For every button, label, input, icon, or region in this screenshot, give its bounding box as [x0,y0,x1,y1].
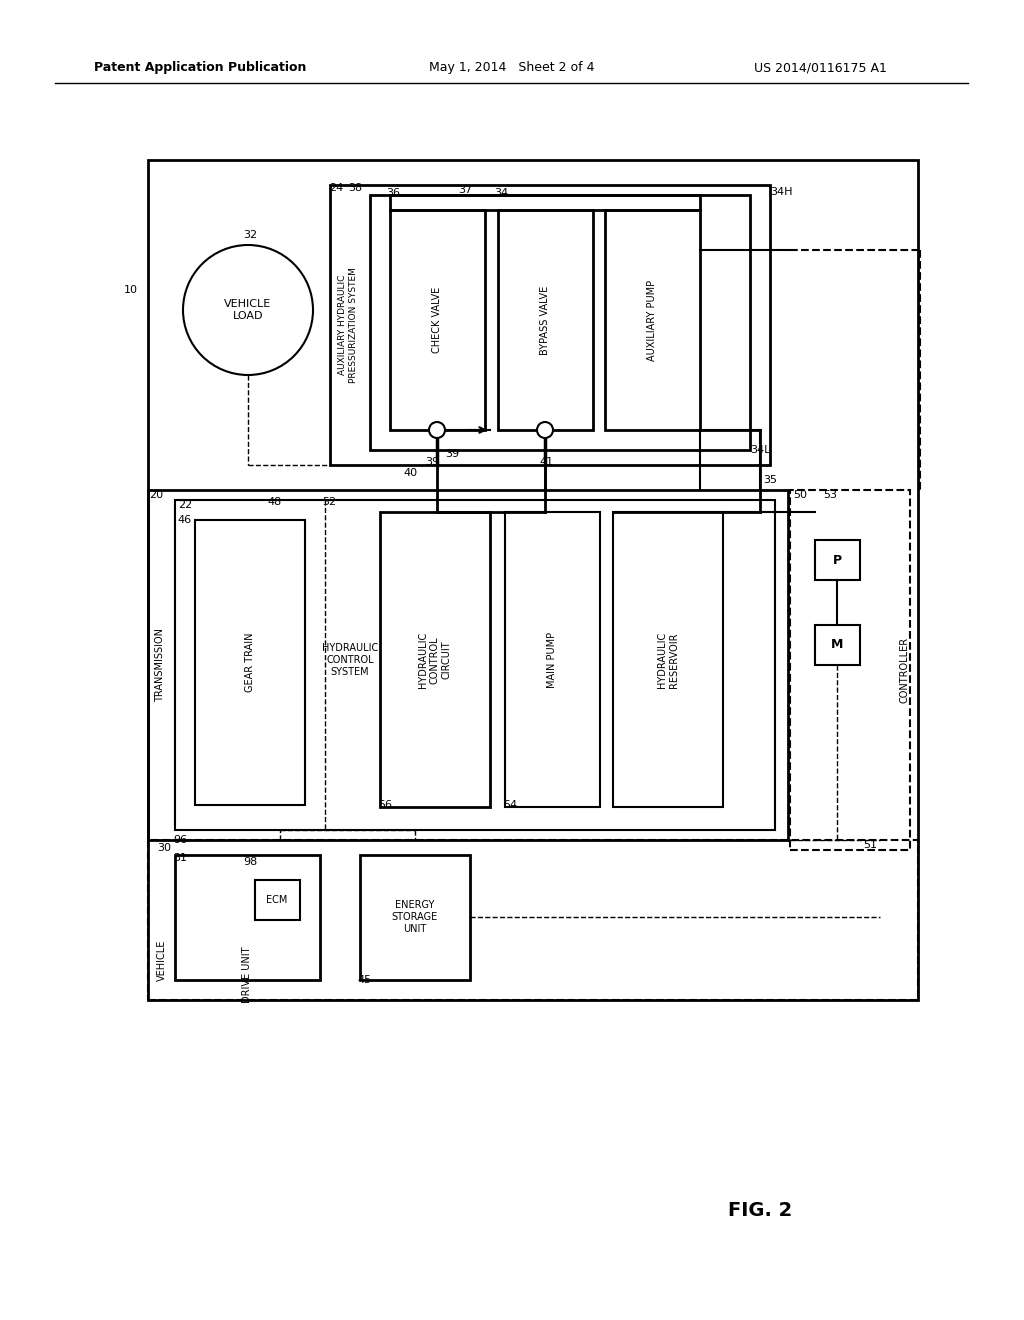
Text: 39: 39 [425,457,439,467]
Text: CHECK VALVE: CHECK VALVE [432,286,442,354]
Text: P: P [833,553,842,566]
Bar [815,540,860,579]
Text: 51: 51 [863,840,877,850]
Bar [370,195,750,450]
Text: DRIVE UNIT: DRIVE UNIT [242,946,252,1003]
Bar [505,512,600,807]
Circle shape [537,422,553,438]
Bar [195,520,305,805]
Bar [175,855,319,979]
Text: AUXILIARY PUMP: AUXILIARY PUMP [647,280,657,360]
Text: 22: 22 [178,500,193,510]
Text: VEHICLE: VEHICLE [157,940,167,981]
Text: 48: 48 [268,498,283,507]
Bar [148,490,788,840]
Text: 24: 24 [329,183,343,193]
Text: 98: 98 [243,857,257,867]
Bar [175,500,775,830]
Bar [790,490,910,850]
Text: 41: 41 [540,457,554,467]
Text: CONTROLLER: CONTROLLER [900,638,910,704]
Text: TRANSMISSION: TRANSMISSION [155,628,165,702]
Bar [330,185,770,465]
Text: 38: 38 [348,183,362,193]
Bar [390,210,485,430]
Text: ENERGY
STORAGE
UNIT: ENERGY STORAGE UNIT [392,900,438,933]
Circle shape [183,246,313,375]
Text: 40: 40 [402,469,417,478]
Text: 36: 36 [386,187,400,198]
Text: MAIN PUMP: MAIN PUMP [547,632,557,688]
Text: VEHICLE
LOAD: VEHICLE LOAD [224,300,271,321]
Text: 20: 20 [148,490,163,500]
Text: 46: 46 [178,515,193,525]
Bar [613,512,723,807]
Bar [498,210,593,430]
Text: May 1, 2014   Sheet 2 of 4: May 1, 2014 Sheet 2 of 4 [429,62,595,74]
Text: 45: 45 [358,975,372,985]
Text: 10: 10 [124,285,138,294]
Text: BYPASS VALVE: BYPASS VALVE [540,285,550,355]
Text: AUXILIARY HYDRAULIC
PRESSURIZATION SYSTEM: AUXILIARY HYDRAULIC PRESSURIZATION SYSTE… [338,267,357,383]
Text: 50: 50 [793,490,807,500]
Bar [605,210,700,430]
Bar [148,160,918,1001]
Text: HYDRAULIC
RESERVOIR: HYDRAULIC RESERVOIR [657,632,679,688]
Text: GEAR TRAIN: GEAR TRAIN [245,632,255,692]
Text: ECM: ECM [266,895,288,906]
Bar [148,840,918,1001]
Text: 54: 54 [503,800,517,810]
Text: 37: 37 [458,185,472,195]
Text: Patent Application Publication: Patent Application Publication [94,62,306,74]
Text: 35: 35 [763,475,777,484]
Text: 34L: 34L [750,445,770,455]
Bar [255,880,300,920]
Circle shape [429,422,445,438]
Text: HYDRAULIC
CONTROL
CIRCUIT: HYDRAULIC CONTROL CIRCUIT [419,632,452,688]
Text: 96: 96 [173,836,187,845]
Text: HYDRAULIC
CONTROL
SYSTEM: HYDRAULIC CONTROL SYSTEM [322,643,378,677]
Bar [360,855,470,979]
Bar [815,624,860,665]
Text: 56: 56 [378,800,392,810]
Text: M: M [830,639,843,652]
Text: FIG. 2: FIG. 2 [728,1200,793,1220]
Text: 34H: 34H [770,187,793,197]
Text: 34: 34 [494,187,508,198]
Text: 31: 31 [173,853,187,863]
Text: 39: 39 [445,449,459,459]
Text: 53: 53 [823,490,837,500]
Text: 30: 30 [157,843,171,853]
Text: 32: 32 [243,230,257,240]
Text: US 2014/0116175 A1: US 2014/0116175 A1 [754,62,887,74]
Text: 52: 52 [322,498,336,507]
Bar [380,512,490,807]
